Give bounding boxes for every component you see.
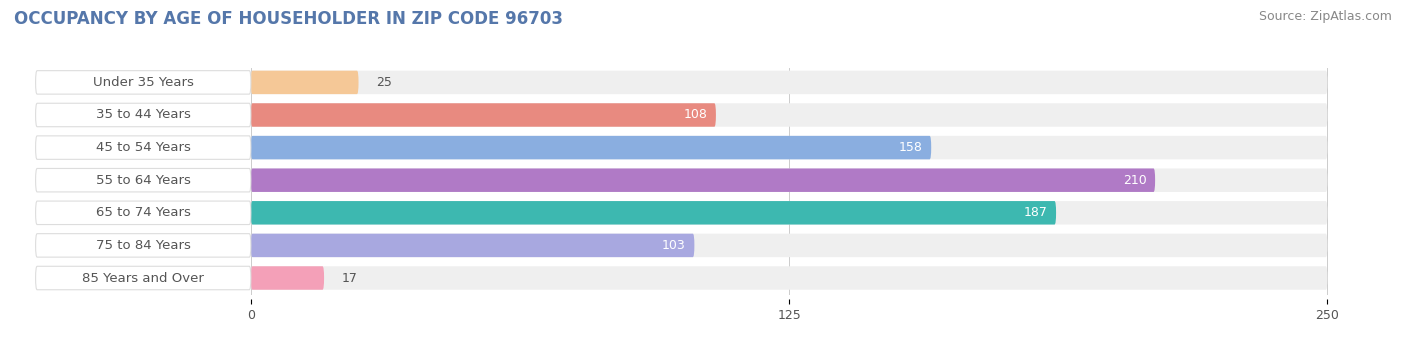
Text: 103: 103: [662, 239, 686, 252]
Text: 45 to 54 Years: 45 to 54 Years: [96, 141, 191, 154]
FancyBboxPatch shape: [250, 201, 1327, 224]
Text: 108: 108: [683, 108, 707, 121]
Text: Under 35 Years: Under 35 Years: [93, 76, 194, 89]
Text: 65 to 74 Years: 65 to 74 Years: [96, 206, 191, 219]
FancyBboxPatch shape: [35, 103, 250, 127]
Text: OCCUPANCY BY AGE OF HOUSEHOLDER IN ZIP CODE 96703: OCCUPANCY BY AGE OF HOUSEHOLDER IN ZIP C…: [14, 10, 562, 28]
Text: 35 to 44 Years: 35 to 44 Years: [96, 108, 191, 121]
Text: 55 to 64 Years: 55 to 64 Years: [96, 174, 191, 187]
FancyBboxPatch shape: [35, 266, 250, 290]
Text: 25: 25: [375, 76, 392, 89]
FancyBboxPatch shape: [250, 266, 325, 290]
FancyBboxPatch shape: [35, 234, 250, 257]
FancyBboxPatch shape: [250, 103, 716, 127]
FancyBboxPatch shape: [35, 168, 250, 192]
Text: 17: 17: [342, 272, 357, 285]
FancyBboxPatch shape: [250, 168, 1327, 192]
Text: 187: 187: [1024, 206, 1047, 219]
FancyBboxPatch shape: [250, 136, 1327, 159]
FancyBboxPatch shape: [250, 234, 1327, 257]
FancyBboxPatch shape: [250, 71, 359, 94]
FancyBboxPatch shape: [35, 136, 250, 159]
FancyBboxPatch shape: [250, 201, 1056, 224]
FancyBboxPatch shape: [250, 71, 1327, 94]
FancyBboxPatch shape: [250, 103, 1327, 127]
FancyBboxPatch shape: [35, 201, 250, 224]
Text: Source: ZipAtlas.com: Source: ZipAtlas.com: [1258, 10, 1392, 23]
Text: 85 Years and Over: 85 Years and Over: [83, 272, 204, 285]
Text: 158: 158: [898, 141, 922, 154]
Text: 210: 210: [1123, 174, 1146, 187]
FancyBboxPatch shape: [250, 266, 1327, 290]
FancyBboxPatch shape: [250, 168, 1156, 192]
FancyBboxPatch shape: [250, 234, 695, 257]
FancyBboxPatch shape: [250, 136, 931, 159]
FancyBboxPatch shape: [35, 71, 250, 94]
Text: 75 to 84 Years: 75 to 84 Years: [96, 239, 191, 252]
